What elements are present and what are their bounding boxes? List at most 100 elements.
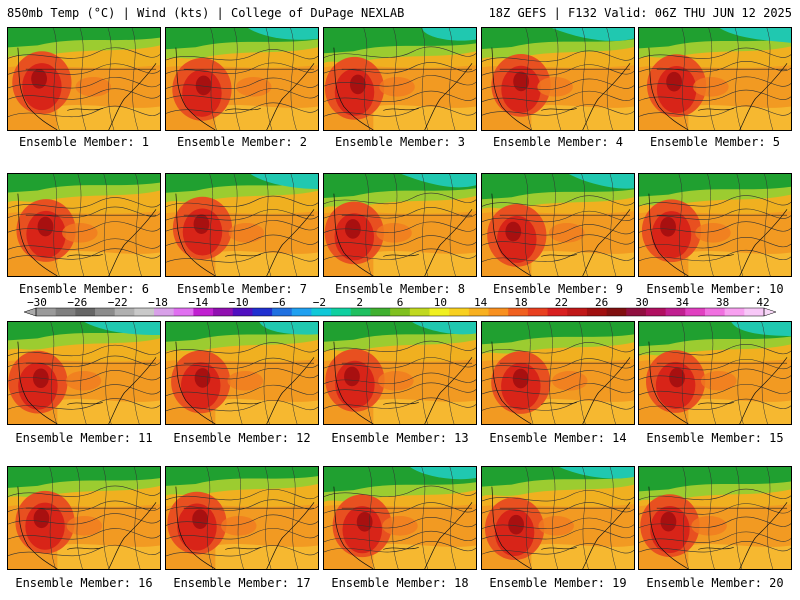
colorbar-swatch (429, 308, 450, 316)
colorbar-swatch (606, 308, 627, 316)
colorbar-tick-label: 38 (716, 296, 729, 309)
colorbar-swatch (272, 308, 293, 316)
colorbar-swatch (586, 308, 608, 316)
colorbar-swatch (409, 308, 431, 316)
colorbar-swatch (232, 308, 253, 316)
ensemble-member-label: Ensemble Member: 3 (334, 135, 466, 149)
colorbar-swatch (370, 308, 391, 316)
colorbar-swatch (665, 308, 686, 316)
colorbar-swatch (114, 308, 135, 316)
ensemble-member-label: Ensemble Member: 2 (176, 135, 308, 149)
colorbar-swatch (508, 308, 529, 316)
colorbar-swatch (645, 308, 667, 316)
ensemble-member-label: Ensemble Member: 10 (646, 282, 784, 296)
ensemble-member-map (165, 173, 319, 277)
colorbar-swatch (685, 308, 706, 316)
ensemble-member-map (481, 321, 635, 425)
colorbar-tick-label: −30 (27, 296, 47, 309)
ensemble-member-label: Ensemble Member: 18 (331, 576, 469, 590)
ensemble-member-map (7, 466, 161, 570)
map-title: 850mb Temp (°C) | Wind (kts) | College o… (7, 6, 405, 20)
ensemble-member-map (7, 321, 161, 425)
colorbar-swatch (350, 308, 371, 316)
ensemble-member-label: Ensemble Member: 12 (173, 431, 311, 445)
ensemble-member-map (165, 27, 319, 131)
ensemble-member-label: Ensemble Member: 9 (492, 282, 624, 296)
colorbar-tick-label: 22 (555, 296, 568, 309)
ensemble-member-map (638, 321, 792, 425)
ensemble-member-map (638, 466, 792, 570)
model-run-info: 18Z GEFS | F132 Valid: 06Z THU JUN 12 20… (488, 6, 792, 20)
colorbar-swatch (55, 308, 76, 316)
ensemble-member-map (481, 466, 635, 570)
colorbar-tick-label: 18 (514, 296, 527, 309)
ensemble-member-map (323, 27, 477, 131)
colorbar-tick-label: 6 (397, 296, 404, 309)
colorbar-swatch (193, 308, 214, 316)
colorbar-swatch (311, 308, 332, 316)
ensemble-member-map (323, 173, 477, 277)
ensemble-member-map (165, 466, 319, 570)
colorbar-swatch (547, 308, 568, 316)
colorbar-tick-label: −22 (108, 296, 128, 309)
ensemble-member-label: Ensemble Member: 20 (646, 576, 784, 590)
ensemble-member-map (165, 321, 319, 425)
colorbar-tick-label: 10 (434, 296, 447, 309)
colorbar-tick-label: 14 (474, 296, 488, 309)
ensemble-member-label: Ensemble Member: 1 (18, 135, 150, 149)
colorbar-tick-label: −26 (67, 296, 87, 309)
ensemble-member-label: Ensemble Member: 5 (649, 135, 781, 149)
ensemble-member-map (7, 173, 161, 277)
ensemble-member-label: Ensemble Member: 13 (331, 431, 469, 445)
colorbar-tick-label: 2 (356, 296, 363, 309)
colorbar-swatch (626, 308, 647, 316)
colorbar-tick-label: −18 (148, 296, 168, 309)
ensemble-member-label: Ensemble Member: 4 (492, 135, 624, 149)
colorbar-tick-label: −2 (313, 296, 326, 309)
ensemble-member-label: Ensemble Member: 14 (489, 431, 627, 445)
colorbar-tick-label: 30 (635, 296, 648, 309)
ensemble-member-label: Ensemble Member: 8 (334, 282, 466, 296)
ensemble-member-map (323, 321, 477, 425)
colorbar-swatch (291, 308, 312, 316)
colorbar-max-arrow (763, 307, 777, 317)
colorbar-swatch (154, 308, 175, 316)
ensemble-member-label: Ensemble Member: 6 (18, 282, 150, 296)
colorbar-tick-label: −10 (229, 296, 249, 309)
colorbar-swatch (213, 308, 234, 316)
colorbar-swatch (36, 308, 57, 316)
ensemble-member-label: Ensemble Member: 16 (15, 576, 153, 590)
ensemble-member-map (638, 173, 792, 277)
colorbar-swatch (75, 308, 96, 316)
ensemble-member-map (481, 173, 635, 277)
ensemble-member-map (323, 466, 477, 570)
colorbar-swatch (527, 308, 549, 316)
ensemble-member-label: Ensemble Member: 17 (173, 576, 311, 590)
colorbar-tick-label: 26 (595, 296, 608, 309)
ensemble-member-label: Ensemble Member: 19 (489, 576, 627, 590)
colorbar-swatch (390, 308, 411, 316)
colorbar-swatch (95, 308, 116, 316)
ensemble-member-map (638, 27, 792, 131)
colorbar-tick-label: −6 (272, 296, 285, 309)
temperature-colorbar: −30 −26 −22 −18 −14 −10 −6 −2 2 6 10 14 18 22 26 30 34 38… (23, 296, 777, 317)
colorbar-swatch (488, 308, 509, 316)
ensemble-member-label: Ensemble Member: 11 (15, 431, 153, 445)
colorbar-swatch (173, 308, 194, 316)
colorbar-tick-label: 34 (676, 296, 690, 309)
colorbar-swatch (468, 308, 490, 316)
colorbar-swatch (449, 308, 470, 316)
colorbar-tick-label: 42 (756, 296, 769, 309)
colorbar-swatch (331, 308, 352, 316)
ensemble-member-map (7, 27, 161, 131)
ensemble-member-label: Ensemble Member: 7 (176, 282, 308, 296)
colorbar-swatch (567, 308, 588, 316)
ensemble-member-label: Ensemble Member: 15 (646, 431, 784, 445)
colorbar-min-arrow (23, 307, 37, 317)
colorbar-swatch (704, 308, 726, 316)
colorbar-swatch (724, 308, 745, 316)
colorbar-swatch (252, 308, 273, 316)
ensemble-member-map (481, 27, 635, 131)
colorbar-tick-label: −14 (188, 296, 208, 309)
colorbar-swatch (744, 308, 765, 316)
